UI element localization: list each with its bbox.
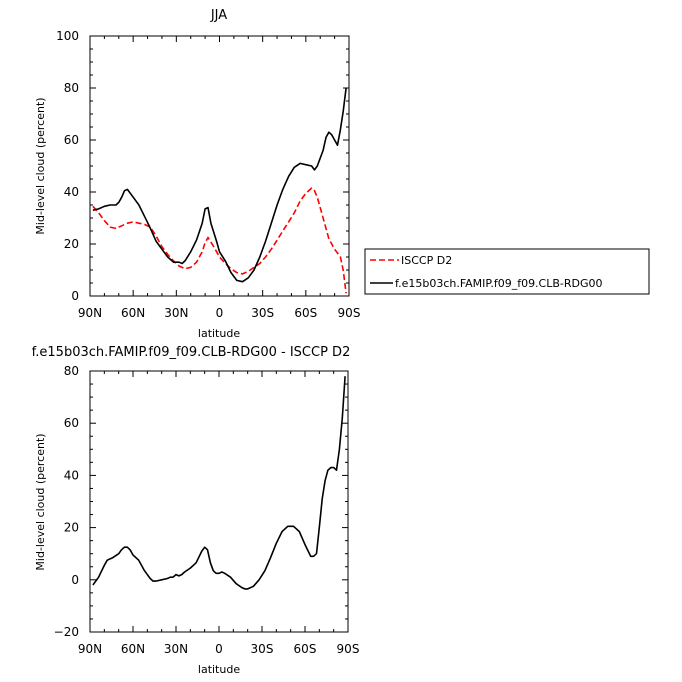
legend: ISCCP D2 f.e15b03ch.FAMIP.f09_f09.CLB-RD… [364, 248, 650, 295]
top-chart-title: JJA [210, 8, 227, 23]
series-line-1 [92, 87, 347, 283]
top-y-axis: 0 20 40 60 80 100 [56, 29, 349, 303]
top-x-axis-label: latitude [198, 327, 240, 340]
y-tick-label: 20 [64, 521, 79, 535]
x-tick-label: 60N [121, 306, 145, 320]
x-tick-label: 60S [294, 306, 317, 320]
series-line-0 [92, 187, 347, 294]
x-tick-label: 30N [164, 642, 188, 656]
bottom-x-axis-label: latitude [198, 663, 240, 676]
x-tick-label: 60N [121, 642, 145, 656]
series-line-0 [92, 376, 346, 590]
bottom-plot-frame [89, 370, 349, 633]
x-tick-label: 30S [251, 306, 274, 320]
y-tick-label: −20 [54, 625, 79, 639]
y-tick-label: 60 [64, 416, 79, 430]
top-y-axis-label: Mid-level cloud (percent) [34, 97, 47, 234]
x-tick-label: 90S [338, 306, 361, 320]
bottom-series-group [92, 376, 346, 590]
y-tick-label: 100 [56, 29, 79, 43]
x-tick-label: 0 [215, 642, 223, 656]
bottom-y-axis-label: Mid-level cloud (percent) [34, 433, 47, 570]
top-x-axis: 90N 60N 30N 0 30S 60S 90S [78, 36, 361, 320]
legend-label-model: f.e15b03ch.FAMIP.f09_f09.CLB-RDG00 [395, 277, 603, 290]
x-tick-label: 60S [294, 642, 317, 656]
x-tick-label: 30S [251, 642, 274, 656]
top-panel: JJA 90N 60N 30N 0 30S 60S 90S 0 20 40 60 80 100 lat… [34, 8, 360, 340]
y-tick-label: 80 [64, 364, 79, 378]
x-tick-label: 30N [164, 306, 188, 320]
x-tick-label: 0 [216, 306, 224, 320]
x-tick-label: 90S [337, 642, 360, 656]
y-tick-label: 0 [71, 573, 79, 587]
legend-box [364, 248, 650, 295]
bottom-panel: f.e15b03ch.FAMIP.f09_f09.CLB-RDG00 - ISC… [32, 345, 360, 676]
y-tick-label: 60 [64, 133, 79, 147]
bottom-x-axis: 90N 60N 30N 0 30S 60S 90S [78, 371, 360, 656]
y-tick-label: 40 [64, 185, 79, 199]
bottom-y-axis: −20 0 20 40 60 80 [54, 364, 348, 639]
legend-label-isccp-d2: ISCCP D2 [401, 254, 452, 267]
y-tick-label: 0 [71, 289, 79, 303]
y-tick-label: 80 [64, 81, 79, 95]
bottom-chart-title: f.e15b03ch.FAMIP.f09_f09.CLB-RDG00 - ISC… [32, 345, 351, 360]
x-tick-label: 90N [78, 642, 102, 656]
top-series-group [92, 87, 347, 294]
y-tick-label: 20 [64, 237, 79, 251]
x-tick-label: 90N [78, 306, 102, 320]
y-tick-label: 40 [64, 468, 79, 482]
